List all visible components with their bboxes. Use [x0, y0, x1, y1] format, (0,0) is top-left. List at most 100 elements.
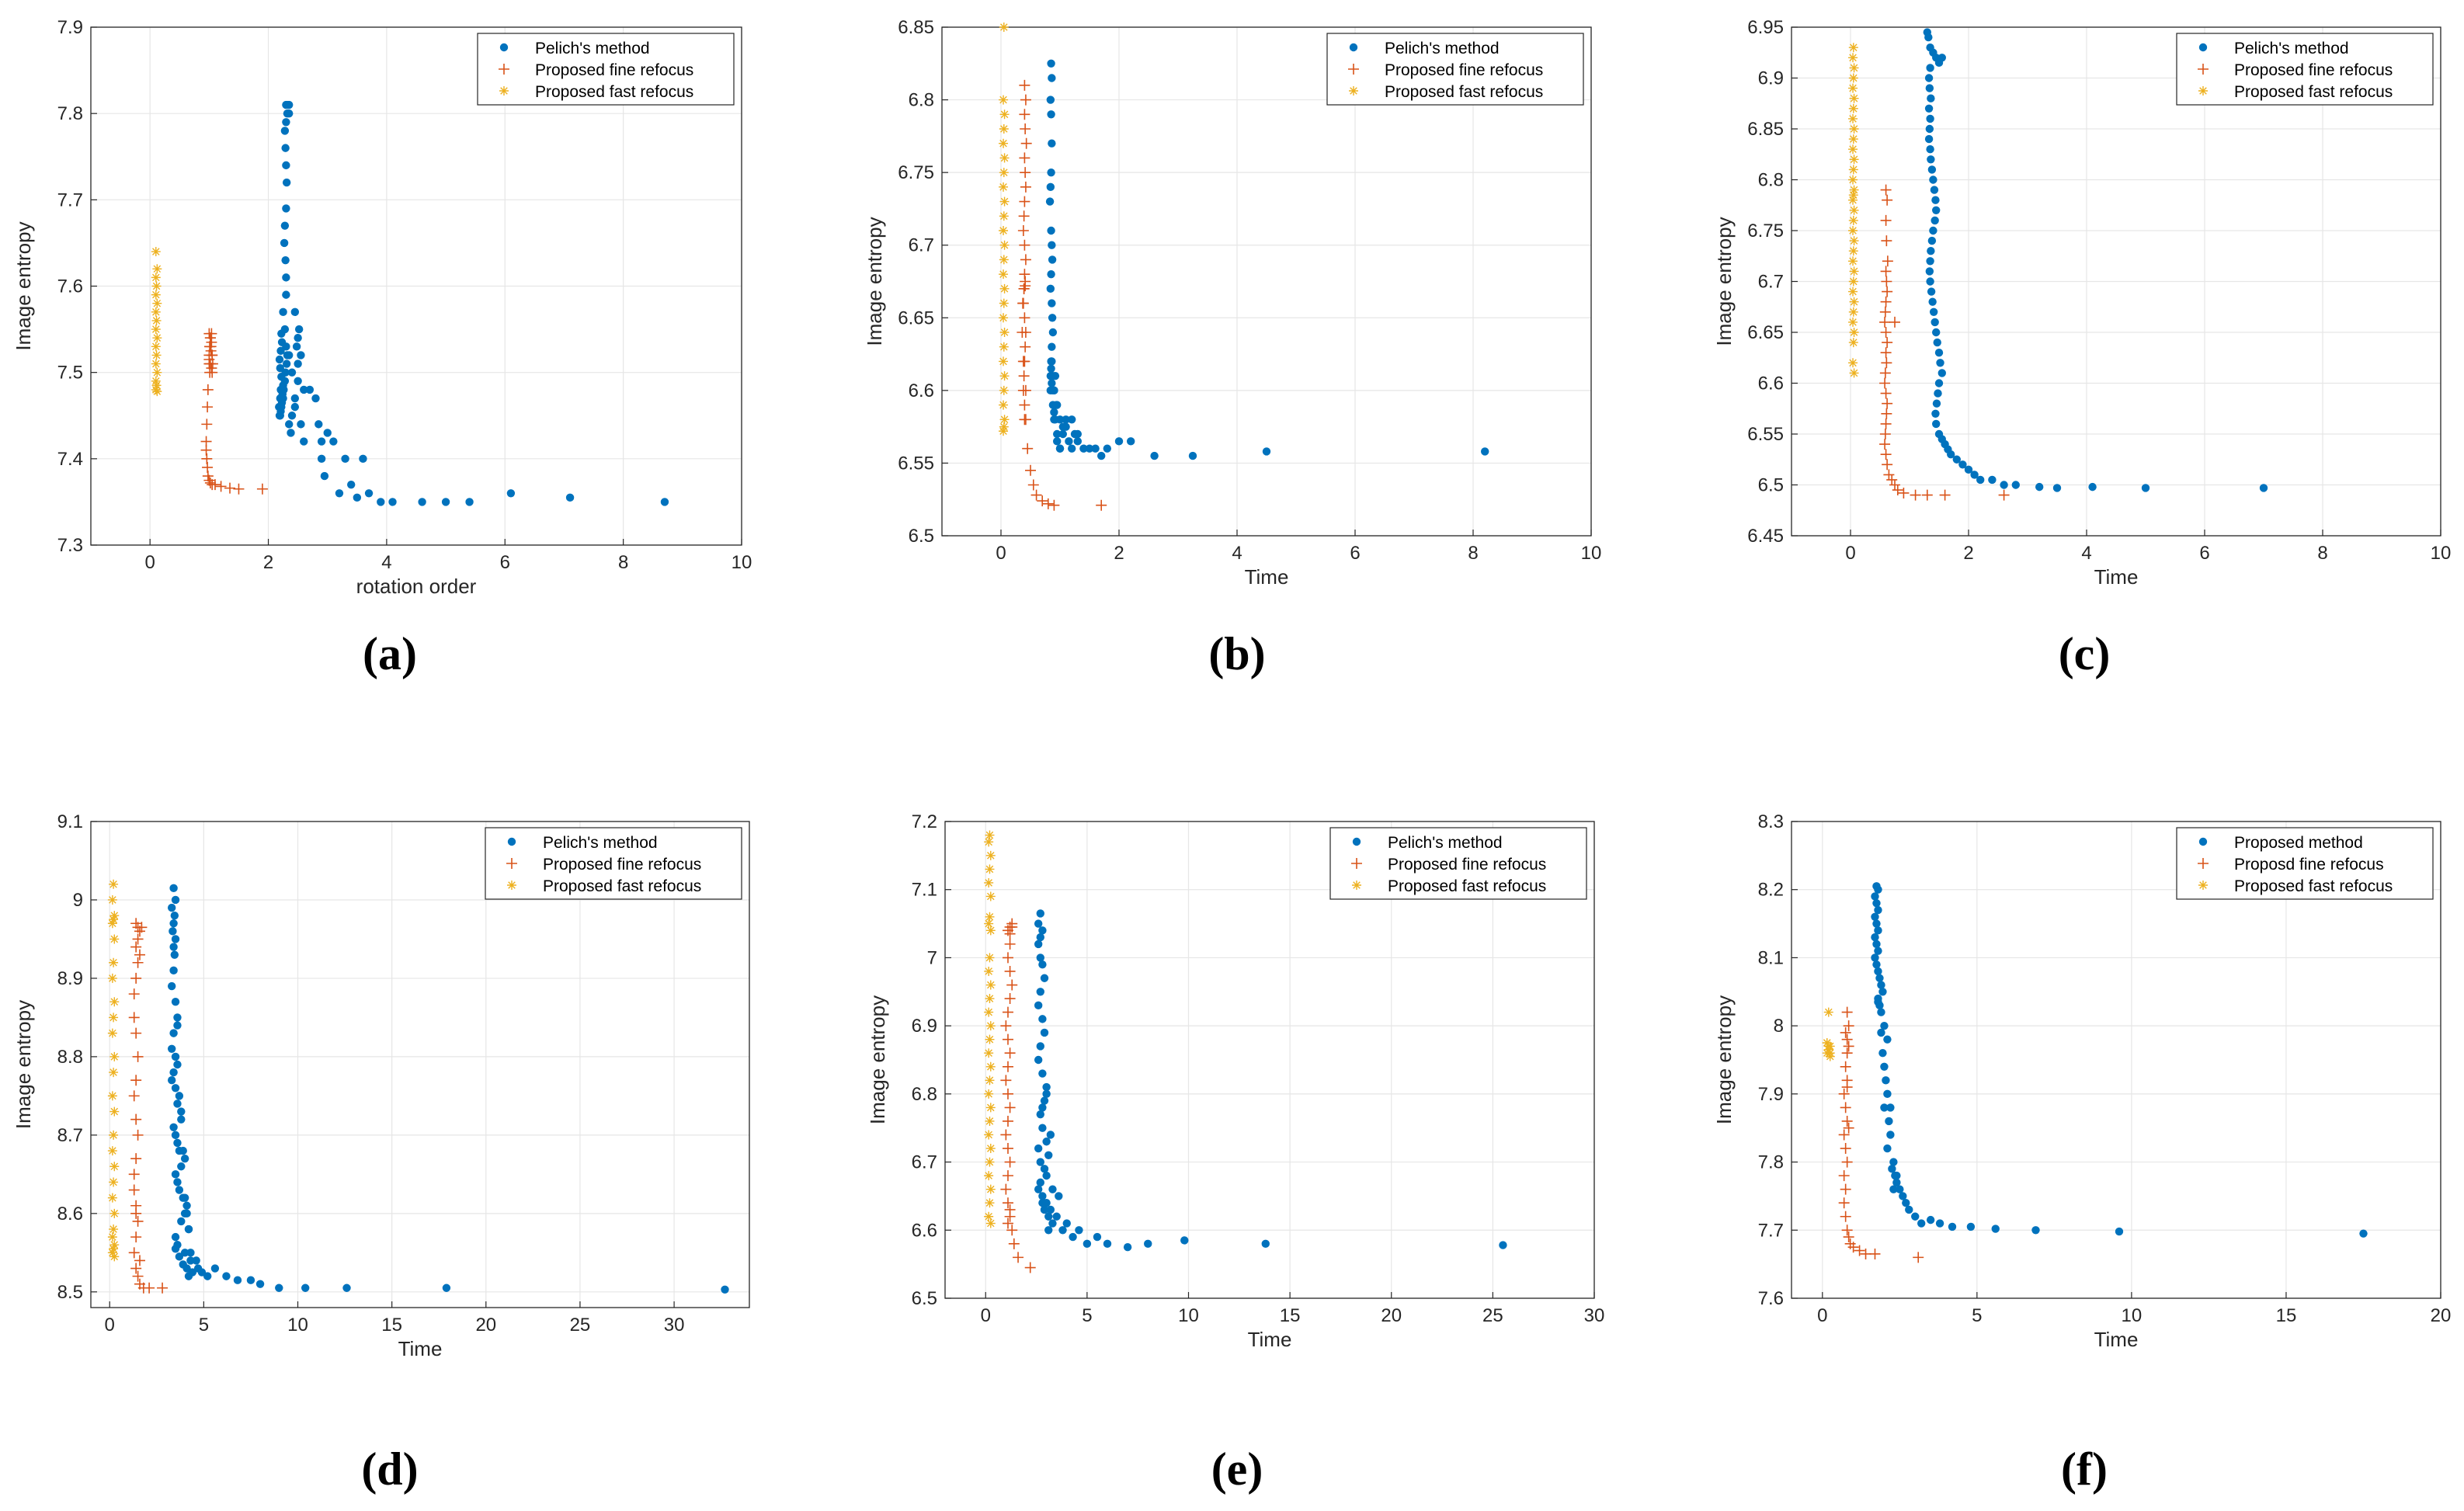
dot-point — [281, 144, 290, 152]
plus-point — [1002, 1170, 1013, 1182]
legend-label: Proposed fine refocus — [2234, 61, 2393, 79]
star-point — [109, 1224, 119, 1235]
x-tick-label: 10 — [2122, 1305, 2143, 1326]
star-point — [984, 1048, 994, 1058]
legend: Proposed method Proposd fine refocus Propo… — [2176, 827, 2434, 900]
dot-point — [1481, 447, 1489, 456]
plus-point — [1013, 1252, 1024, 1263]
dot-point — [2088, 482, 2097, 492]
dot-point — [1925, 84, 1934, 92]
dot-point — [1924, 74, 1934, 82]
x-tick-label: 2 — [1963, 543, 1973, 564]
dot-point — [2035, 482, 2044, 492]
star-point — [1848, 226, 1858, 235]
dot-point — [1499, 1241, 1507, 1249]
plus-point — [1020, 254, 1031, 266]
x-tick-label: 5 — [1972, 1305, 1982, 1326]
dot-point — [1932, 328, 1941, 337]
x-tick-label: 25 — [1482, 1305, 1503, 1326]
dot-point — [1040, 1028, 1049, 1037]
y-tick-label: 7.5 — [57, 363, 83, 384]
plus-point — [1020, 167, 1031, 179]
chart-panel-3: 0 5 10 15 20 25 30 8.5 8.6 8.7 8.8 8.9 9 9.1 Time Image… — [12, 811, 750, 1360]
plus-point — [1879, 316, 1891, 328]
x-tick-label: 0 — [105, 1315, 115, 1336]
dot-point — [1929, 307, 1938, 316]
star-point — [984, 1171, 994, 1181]
dot-point — [1896, 1185, 1904, 1193]
plus-point — [1881, 235, 1892, 247]
star-point — [151, 290, 161, 300]
dot-point — [177, 1217, 186, 1226]
star-point — [999, 240, 1010, 250]
star-point — [1848, 53, 1858, 63]
dot-point — [282, 360, 291, 368]
plus-point — [1027, 479, 1039, 491]
dot-point — [1926, 1215, 1935, 1224]
legend-label: Pelich's method — [1388, 834, 1503, 852]
y-tick-label: 6.6 — [1758, 373, 1784, 394]
dot-point — [329, 437, 338, 446]
dot-point — [1880, 1103, 1889, 1112]
x-tick-label: 2 — [1114, 543, 1124, 564]
plus-point — [1843, 1040, 1854, 1052]
star-point — [152, 367, 162, 377]
plus-point — [1840, 1183, 1851, 1195]
dot-point — [1038, 960, 1047, 969]
plus-point — [1879, 377, 1891, 389]
star-point — [985, 1103, 996, 1113]
dot-point — [1877, 1028, 1885, 1037]
x-tick-label: 4 — [2081, 543, 2091, 564]
y-tick-label: 6.6 — [909, 380, 934, 401]
star-point — [999, 385, 1009, 395]
dot-point — [1034, 940, 1043, 949]
star-point — [984, 966, 994, 976]
dot-point — [1889, 1185, 1898, 1193]
axes-box — [941, 26, 1592, 537]
dot-point — [171, 998, 180, 1006]
dot-point — [1926, 145, 1934, 154]
plus-point — [202, 471, 214, 482]
y-tick-label: 6.65 — [1747, 322, 1784, 343]
dot-point — [282, 290, 290, 299]
y-tick-label: 8.2 — [1758, 880, 1784, 901]
x-tick-label: 4 — [1232, 543, 1242, 564]
x-tick-label: 10 — [2431, 543, 2452, 564]
x-axis-label: Time — [398, 1337, 443, 1360]
legend-star-marker — [507, 881, 516, 890]
x-tick-label: 0 — [1817, 1305, 1827, 1326]
dot-point — [184, 1224, 193, 1234]
dot-point — [1046, 96, 1055, 104]
dot-point — [1052, 1212, 1061, 1221]
dot-point — [1261, 1239, 1270, 1249]
dot-point — [1055, 444, 1065, 453]
plus-point — [1008, 1238, 1020, 1249]
plus-point — [1869, 1248, 1881, 1259]
star-point — [999, 415, 1010, 425]
dot-point — [182, 1209, 191, 1218]
dot-point — [171, 1232, 180, 1242]
dot-point — [276, 385, 285, 394]
plus-point — [1841, 1156, 1853, 1168]
dot-point — [1040, 1205, 1049, 1214]
dot-point — [277, 338, 287, 346]
star-point — [1849, 205, 1859, 215]
dot-point — [1871, 892, 1879, 901]
dot-point — [246, 1276, 255, 1284]
y-tick-label: 7.8 — [57, 103, 83, 124]
plus-point — [1020, 181, 1031, 193]
star-point — [985, 1116, 995, 1126]
y-tick-label: 7.1 — [912, 880, 937, 901]
dot-point — [1899, 1192, 1907, 1200]
x-tick-label: 25 — [570, 1315, 591, 1336]
dot-point — [1083, 1239, 1092, 1249]
dot-point — [169, 927, 177, 936]
plus-point — [1002, 1217, 1013, 1229]
plus-point — [1880, 184, 1892, 196]
legend-star-marker — [1352, 881, 1361, 890]
star-point — [985, 891, 996, 901]
dot-point — [1917, 1219, 1926, 1228]
y-tick-label: 6.75 — [1747, 221, 1784, 241]
dot-point — [1036, 1158, 1044, 1166]
dot-point — [315, 420, 323, 429]
